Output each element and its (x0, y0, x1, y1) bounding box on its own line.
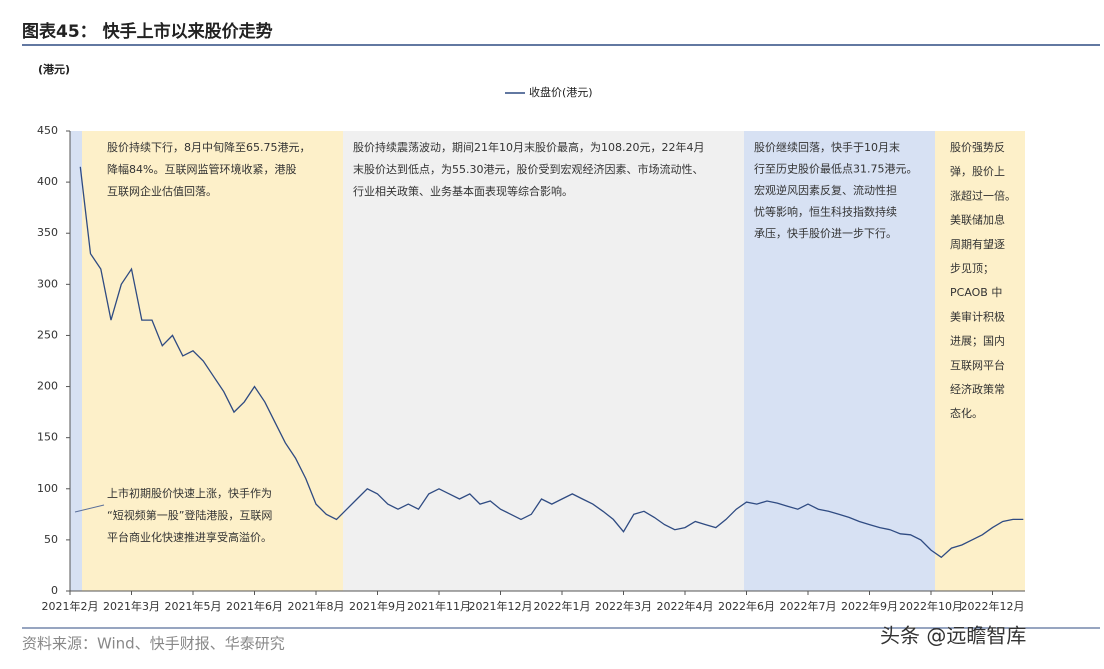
x-tick-label: 2022年1月 (534, 599, 591, 613)
price-line (79, 166, 1024, 559)
annotation: 股价持续震荡波动，期间21年10月末股价最高，为108.20元，22年4月 (353, 140, 704, 154)
x-tick-label: 2021年6月 (226, 599, 283, 613)
x-tick-label: 2022年9月 (841, 599, 898, 613)
annotation: 周期有望逐 (950, 237, 1005, 251)
x-tick-label: 2022年10月 (899, 599, 963, 613)
x-tick-label: 2022年6月 (718, 599, 775, 613)
annotation: 进展；国内 (950, 334, 1005, 348)
annotation-arrow (74, 504, 105, 513)
region-shade (82, 131, 343, 591)
x-tick-label: 2021年12月 (469, 599, 533, 613)
y-tick-label: 400 (37, 175, 58, 188)
x-tick-label: 2022年3月 (595, 599, 652, 613)
y-tick-label: 300 (37, 277, 58, 290)
annotation: 行业相关政策、业务基本面表现等综合影响。 (353, 184, 573, 198)
annotation: 美审计积极 (950, 309, 1005, 323)
annotation: 涨超过一倍。 (950, 188, 1016, 202)
x-tick-label: 2021年9月 (349, 599, 406, 613)
y-tick-label: 0 (51, 584, 58, 597)
x-tick-label: 2021年11月 (407, 599, 471, 613)
x-tick-label: 2022年12月 (961, 599, 1025, 613)
annotation: PCAOB 中 (950, 286, 1002, 299)
x-tick-label: 2022年7月 (780, 599, 837, 613)
region-shade (70, 131, 82, 591)
annotation: 降幅84%。互联网监管环境收紧，港股 (107, 162, 296, 176)
annotation: 股价持续下行，8月中旬降至65.75港元， (107, 140, 311, 154)
watermark: 头条 @远瞻智库 (880, 624, 1026, 648)
chart-title: 图表45： 快手上市以来股价走势 (22, 21, 273, 42)
y-tick-label: 50 (44, 533, 58, 546)
annotation: “短视频第一股”登陆港股，互联网 (107, 508, 272, 522)
x-tick-label: 2022年4月 (657, 599, 714, 613)
annotation: 经济政策常 (950, 382, 1005, 396)
annotation: 宏观逆风因素反复、流动性担 (754, 183, 897, 197)
region-shade (744, 131, 935, 591)
annotation: 步见顶； (950, 262, 994, 275)
x-tick-label: 2021年8月 (288, 599, 345, 613)
annotation: 平台商业化快速推进享受高溢价。 (107, 530, 272, 544)
annotation: 承压，快手股价进一步下行。 (754, 226, 897, 240)
annotation: 美联储加息 (950, 213, 1005, 227)
region-shade (343, 131, 744, 591)
legend-label: 收盘价(港元) (529, 85, 593, 99)
annotation: 股价继续回落，快手于10月末 (754, 140, 900, 154)
y-tick-label: 250 (37, 328, 58, 341)
annotation: 上市初期股价快速上涨，快手作为 (107, 486, 272, 500)
annotation: 忧等影响，恒生科技指数持续 (754, 205, 897, 219)
annotation: 行至历史股价最低点31.75港元。 (754, 163, 918, 176)
annotation: 互联网平台 (950, 358, 1005, 372)
source-note: 资料来源：Wind、快手财报、华泰研究 (22, 635, 285, 653)
annotation: 互联网企业估值回落。 (107, 184, 217, 198)
x-tick-label: 2021年5月 (165, 599, 222, 613)
y-tick-label: 450 (37, 124, 58, 137)
region-shade (935, 131, 1025, 591)
y-tick-label: 150 (37, 431, 58, 444)
annotation: 态化。 (950, 406, 983, 420)
x-tick-label: 2021年3月 (103, 599, 160, 613)
annotation: 末股价达到低点，为55.30港元，股价受到宏观经济因素、市场流动性、 (353, 162, 704, 176)
y-axis-label: (港元) (38, 62, 70, 76)
y-tick-label: 200 (37, 380, 58, 393)
annotation: 弹，股价上 (950, 164, 1005, 178)
y-tick-label: 100 (37, 482, 58, 495)
y-tick-label: 350 (37, 226, 58, 239)
x-tick-label: 2021年2月 (42, 599, 99, 613)
annotation: 股价强势反 (950, 141, 1005, 154)
